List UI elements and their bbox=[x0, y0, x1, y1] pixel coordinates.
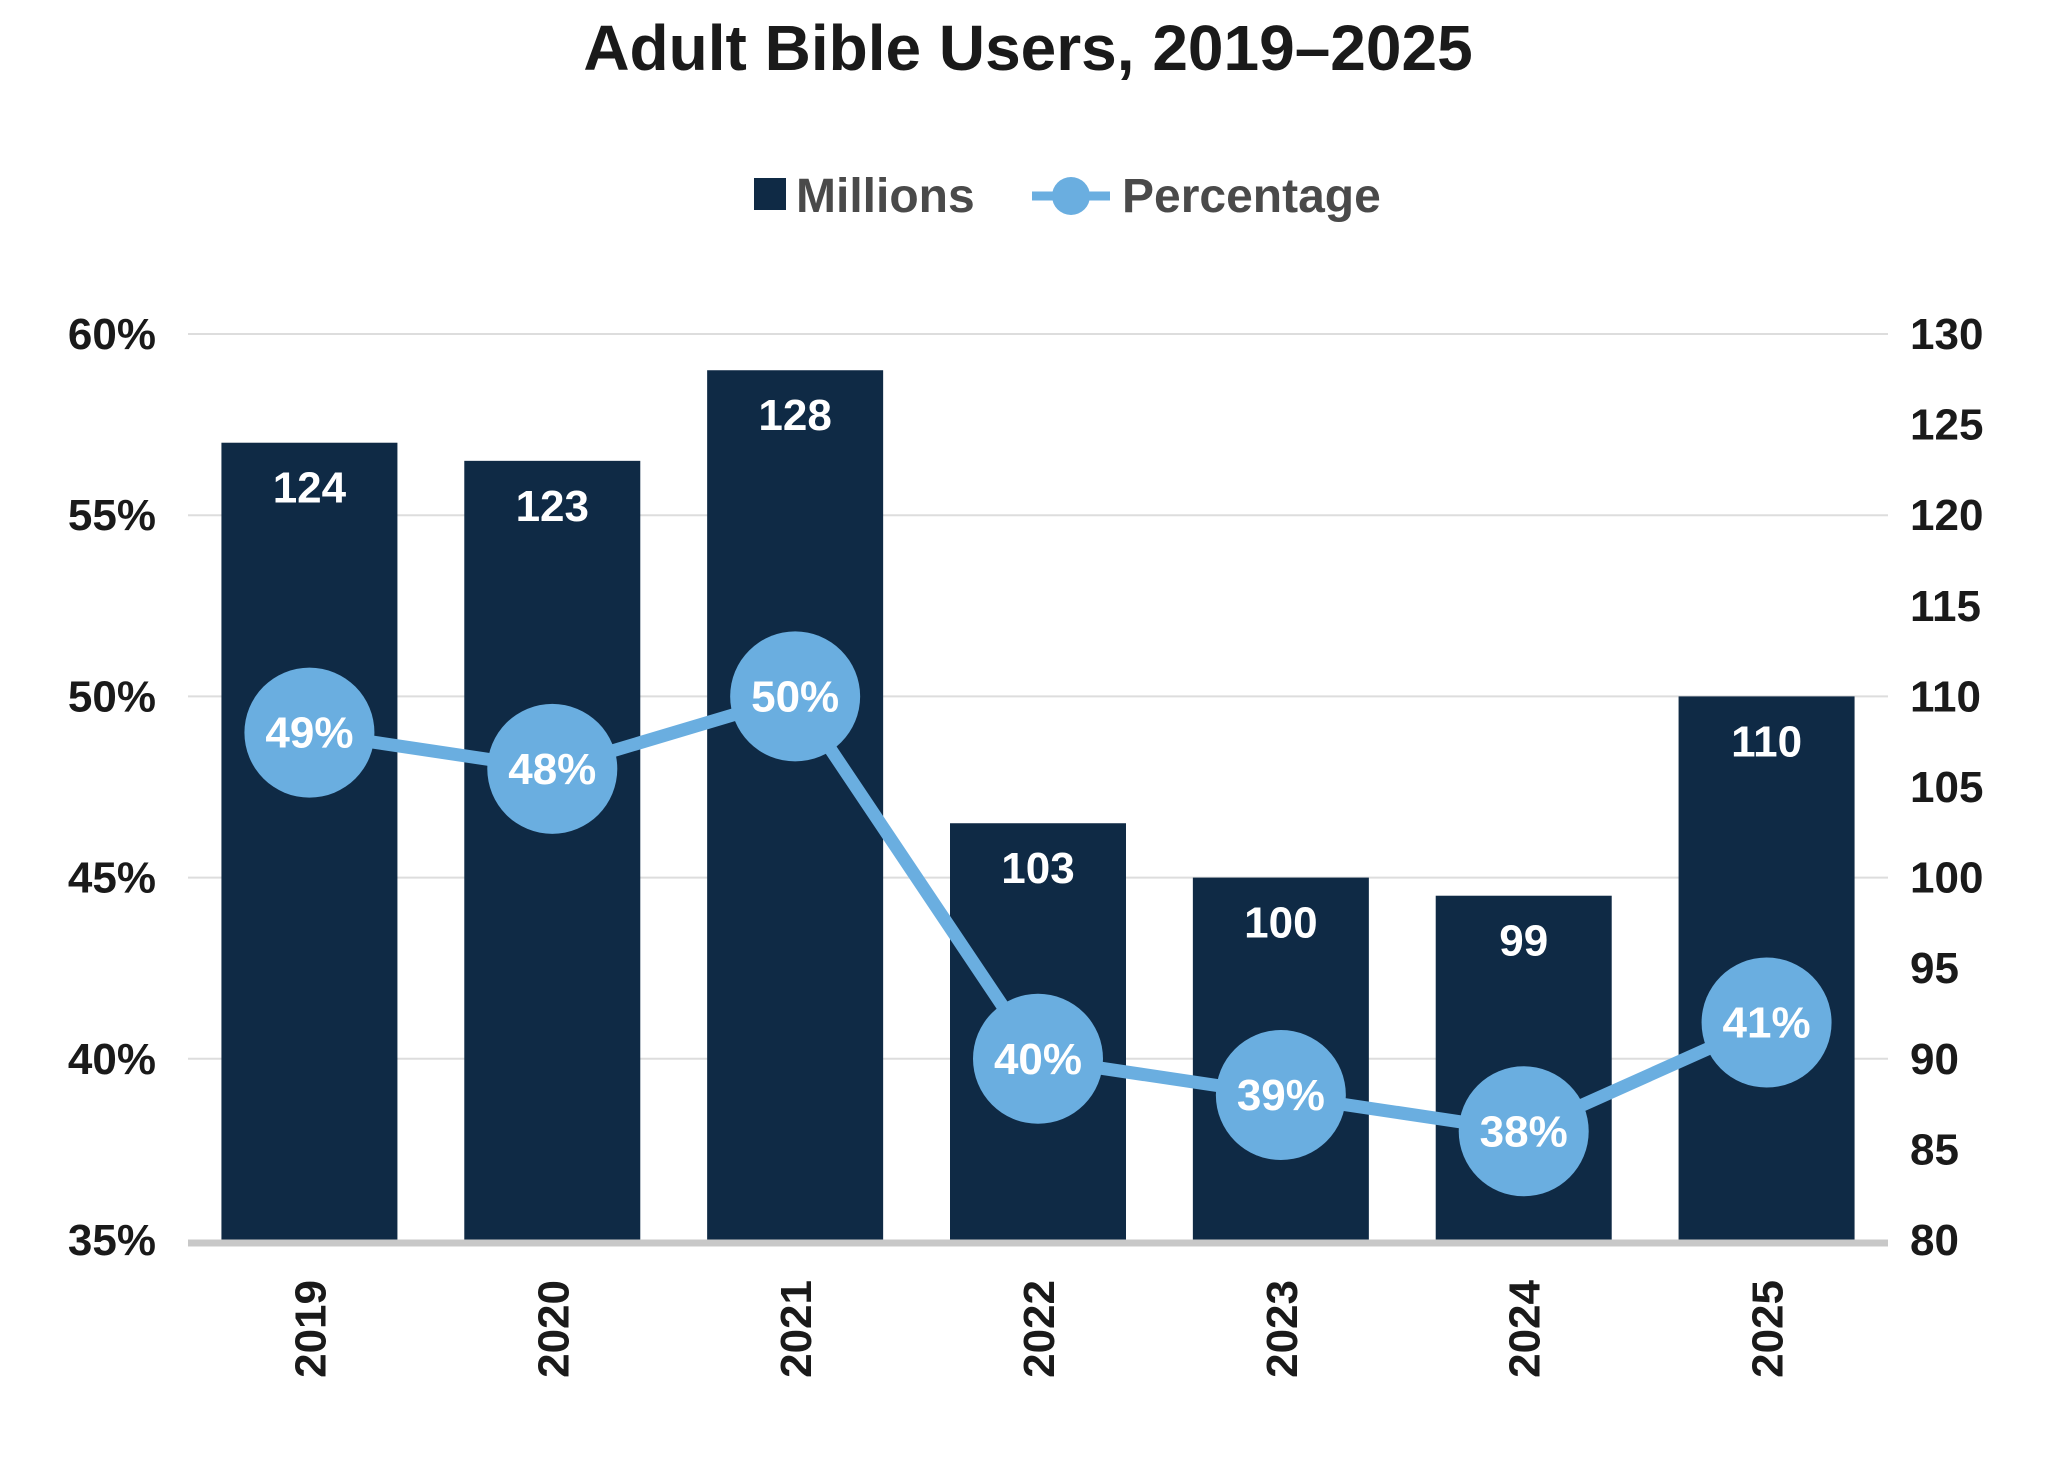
left-axis-tick-label: 55% bbox=[68, 491, 156, 540]
right-axis-tick-label: 80 bbox=[1910, 1216, 1959, 1265]
right-axis-tick-label: 125 bbox=[1910, 401, 1983, 450]
line-data-label: 40% bbox=[994, 1035, 1082, 1084]
left-axis-tick-label: 40% bbox=[68, 1035, 156, 1084]
line-marker bbox=[973, 993, 1103, 1124]
right-axis-tick-label: 110 bbox=[1910, 672, 1981, 721]
line-data-label: 38% bbox=[1480, 1107, 1568, 1156]
bar-data-label: 128 bbox=[758, 391, 831, 440]
line-data-label: 50% bbox=[751, 672, 839, 721]
line-data-label: 39% bbox=[1237, 1071, 1325, 1120]
bar bbox=[221, 442, 398, 1241]
right-axis-tick-label: 105 bbox=[1910, 763, 1983, 812]
line-marker bbox=[1701, 957, 1832, 1088]
bar-data-label: 124 bbox=[273, 464, 347, 513]
bar-data-label: 110 bbox=[1731, 717, 1802, 766]
bar bbox=[707, 370, 884, 1240]
left-axis-tick-label: 60% bbox=[68, 310, 156, 359]
legend: Millions Percentage bbox=[754, 170, 1381, 223]
right-axis-tick-label: 100 bbox=[1910, 854, 1983, 903]
right-axis-tick-label: 95 bbox=[1910, 944, 1959, 993]
left-axis-tick-label: 45% bbox=[68, 854, 156, 903]
line-data-label: 48% bbox=[508, 745, 596, 794]
legend-percentage-marker bbox=[1052, 177, 1090, 215]
line-marker bbox=[1215, 1030, 1346, 1161]
legend-millions-label: Millions bbox=[796, 170, 975, 223]
line-data-label: 41% bbox=[1723, 999, 1811, 1048]
x-axis-tick-label: 2021 bbox=[772, 1280, 821, 1378]
right-axis-tick-label: 85 bbox=[1910, 1125, 1959, 1174]
line-data-label: 49% bbox=[265, 709, 353, 758]
x-axis-tick-label: 2020 bbox=[529, 1280, 578, 1378]
line-marker bbox=[1458, 1066, 1589, 1197]
right-axis-tick-label: 90 bbox=[1910, 1035, 1959, 1084]
chart-title: Adult Bible Users, 2019–2025 bbox=[583, 12, 1472, 84]
line-marker bbox=[244, 667, 375, 798]
x-axis-tick-label: 2024 bbox=[1501, 1279, 1550, 1377]
percentage-line: 49% 48% 50% 40% 39% 38% 41% bbox=[244, 631, 1832, 1197]
right-axis-tick-label: 130 bbox=[1910, 310, 1983, 359]
legend-percentage-label: Percentage bbox=[1122, 170, 1381, 223]
bar-data-label: 99 bbox=[1499, 917, 1548, 966]
x-axis-tick-label: 2023 bbox=[1258, 1280, 1307, 1378]
x-axis-tick-label: 2025 bbox=[1744, 1280, 1793, 1378]
x-axis-tick-label: 2019 bbox=[286, 1280, 335, 1378]
bar-data-label: 103 bbox=[1001, 844, 1074, 893]
right-axis-tick-label: 115 bbox=[1910, 582, 1981, 631]
legend-millions-swatch bbox=[754, 178, 786, 210]
axes: 35% 40% 45% 50% 55% 60% 80 85 90 95 100 105 110 115 12… bbox=[68, 310, 1984, 1378]
line-marker bbox=[487, 703, 618, 834]
left-axis-tick-label: 50% bbox=[68, 672, 156, 721]
right-axis-tick-label: 120 bbox=[1910, 491, 1983, 540]
bar bbox=[464, 460, 641, 1241]
line-marker bbox=[730, 631, 861, 762]
bar-data-label: 100 bbox=[1244, 899, 1317, 948]
x-axis-tick-label: 2022 bbox=[1015, 1280, 1064, 1378]
left-axis-tick-label: 35% bbox=[68, 1216, 156, 1265]
bar-data-label: 123 bbox=[516, 482, 589, 531]
